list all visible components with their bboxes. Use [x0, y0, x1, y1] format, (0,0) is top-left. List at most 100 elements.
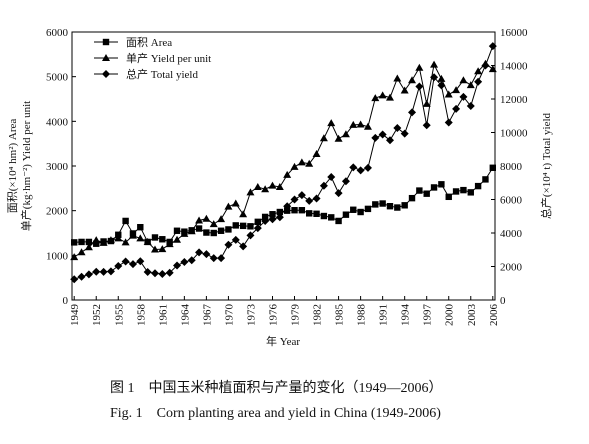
marker-diamond: [363, 163, 372, 172]
marker-triangle: [444, 90, 453, 98]
marker-square: [489, 164, 496, 171]
marker-triangle: [261, 185, 270, 193]
marker-diamond: [77, 272, 86, 281]
marker-diamond: [173, 261, 182, 270]
marker-square: [102, 38, 110, 46]
y-tick-label: 5000: [46, 72, 69, 84]
marker-square: [438, 181, 445, 188]
marker-diamond: [275, 213, 284, 222]
marker-diamond: [371, 133, 380, 142]
marker-diamond: [400, 129, 409, 138]
y2-tick-label: 6000: [500, 195, 523, 207]
marker-triangle: [165, 240, 174, 248]
marker-triangle: [408, 76, 417, 84]
marker-square: [269, 211, 276, 218]
marker-diamond: [165, 268, 174, 277]
marker-square: [225, 226, 232, 233]
x-tick-label: 1955: [113, 304, 125, 327]
marker-triangle: [202, 214, 211, 222]
series-line: [74, 167, 494, 245]
marker-square: [232, 222, 239, 229]
marker-triangle: [106, 236, 115, 244]
marker-diamond: [444, 118, 453, 127]
marker-diamond: [378, 130, 387, 139]
y-tick-label: 0: [63, 295, 69, 307]
x-tick-label: 1973: [245, 304, 257, 327]
marker-diamond: [422, 121, 431, 130]
marker-triangle: [150, 245, 159, 253]
marker-square: [195, 225, 203, 232]
marker-diamond: [415, 82, 424, 91]
y2-axis-label: 总产(×10⁴ t) Total yield: [539, 112, 553, 219]
marker-diamond: [268, 215, 277, 224]
caption: Fig. 1 Corn planting area and yield in C…: [110, 406, 441, 421]
marker-triangle: [158, 245, 167, 253]
marker-diamond: [136, 257, 145, 266]
marker-triangle: [180, 229, 189, 237]
marker-square: [445, 193, 452, 201]
x-tick-label: 1988: [356, 304, 368, 327]
marker-square: [276, 208, 284, 216]
x-tick-label: 2000: [444, 304, 456, 327]
marker-diamond: [121, 257, 130, 266]
marker-triangle: [187, 227, 196, 235]
marker-diamond: [334, 189, 343, 198]
marker-triangle: [84, 243, 93, 251]
marker-square: [372, 201, 379, 208]
x-tick-label: 1991: [378, 304, 390, 326]
marker-triangle: [297, 158, 306, 166]
marker-square: [203, 229, 210, 236]
marker-diamond: [408, 108, 417, 117]
marker-triangle: [217, 215, 226, 223]
marker-square: [350, 206, 357, 213]
marker-triangle: [393, 74, 402, 82]
marker-triangle: [312, 149, 321, 157]
marker-diamond: [143, 268, 152, 277]
marker-square: [283, 207, 291, 214]
y-axis-label: 面积(×10⁴ hm²) Area: [6, 119, 19, 214]
x-tick-label: 1997: [422, 304, 434, 327]
marker-square: [342, 211, 350, 218]
marker-diamond: [70, 275, 79, 284]
x-tick-label: 1964: [179, 304, 191, 327]
marker-square: [394, 204, 401, 211]
marker-diamond: [180, 257, 189, 266]
marker-square: [452, 188, 460, 195]
marker-diamond: [231, 235, 240, 244]
marker-square: [298, 207, 306, 214]
marker-square: [93, 240, 100, 247]
y2-tick-label: 14000: [500, 61, 528, 73]
marker-triangle: [209, 220, 218, 228]
y2-tick-label: 2000: [500, 262, 523, 274]
marker-square: [386, 203, 394, 210]
marker-triangle: [356, 120, 365, 128]
x-tick-label: 1985: [334, 304, 346, 327]
marker-triangle: [128, 231, 137, 239]
marker-diamond: [114, 261, 123, 270]
marker-triangle: [305, 159, 314, 167]
marker-square: [320, 212, 328, 220]
marker-diamond: [195, 248, 204, 257]
legend-label: 单产 Yield per unit: [126, 51, 211, 65]
marker-triangle: [378, 91, 387, 99]
marker-diamond: [224, 240, 233, 249]
marker-triangle: [239, 210, 248, 218]
marker-diamond: [99, 267, 108, 276]
marker-diamond: [393, 123, 402, 132]
x-axis-label: 年 Year: [266, 334, 300, 348]
marker-square: [217, 227, 225, 234]
series-line: [74, 45, 494, 280]
marker-triangle: [349, 120, 358, 128]
marker-triangle: [327, 119, 336, 127]
marker-square: [239, 222, 247, 230]
marker-diamond: [459, 92, 468, 101]
marker-diamond: [261, 216, 270, 225]
marker-triangle: [246, 188, 255, 196]
marker-square: [423, 190, 430, 197]
x-tick-label: 1967: [201, 304, 213, 327]
marker-square: [328, 214, 335, 221]
marker-triangle: [474, 67, 483, 75]
marker-diamond: [385, 136, 394, 145]
marker-square: [78, 238, 85, 246]
marker-square: [460, 186, 467, 194]
